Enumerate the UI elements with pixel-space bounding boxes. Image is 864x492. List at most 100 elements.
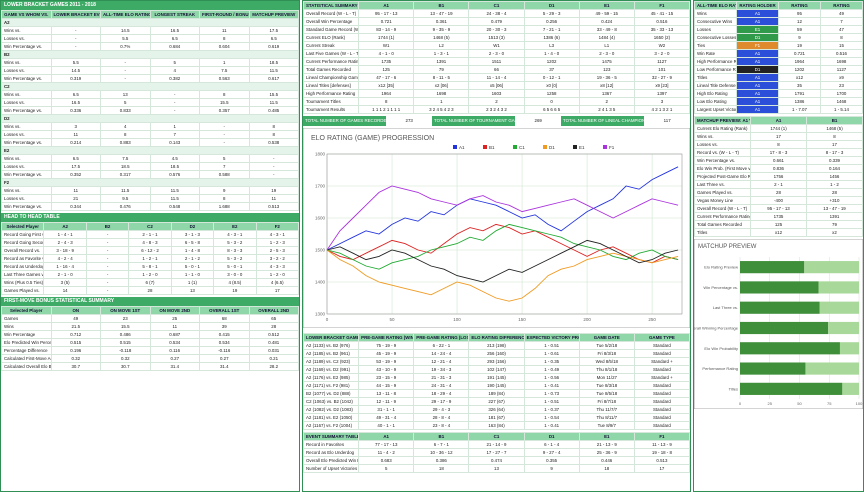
cell: 1698: [413, 89, 470, 98]
cell: Standard: [633, 365, 690, 374]
cell: 0.619: [248, 42, 299, 51]
cell: Titles: [694, 228, 751, 237]
header-cell: E1: [578, 1, 635, 10]
cell: 17: [806, 140, 863, 149]
row: Win Percentage vs. 0.214 0.883 0.143-0.538: [1, 138, 299, 147]
cell: 65: [248, 314, 299, 323]
header-cell: OVERALL 1ST: [199, 306, 250, 315]
cell: 23: [100, 314, 151, 323]
cell: 59: [778, 25, 821, 34]
cell: L1: [578, 41, 635, 50]
row: A2 (1189) vs. C2 (923) 53 - 19 - 9 12 - 21…: [303, 357, 690, 366]
cell: Thu 8/11/7: [578, 413, 635, 422]
cell: 49 - 59 - 15: [578, 9, 635, 18]
cell: Games Played vs.: [1, 286, 45, 295]
row: Wins vs. -14.5 16.5 11 17.5: [1, 26, 299, 35]
cell: 33 - 49 - 8: [578, 25, 635, 34]
row: C2: [1, 82, 299, 91]
cell: 43 - 10 - 9: [358, 365, 415, 374]
cell: 0 - 12 - 1: [523, 73, 580, 82]
cell: 8: [806, 132, 863, 141]
row: A2 (1171) vs. F2 (981) 44 - 15 - 9 24 - 31…: [303, 381, 690, 390]
cell: 14 - 24 - 4: [413, 349, 470, 358]
cell: 0.196: [50, 346, 101, 355]
row: Elo Predicted Win Percentage0.5150.5150.…: [1, 338, 299, 347]
cell: Thu 11/7/7: [578, 405, 635, 414]
cell: 11 - 14 - 4: [468, 73, 525, 82]
legend-swatch: [573, 145, 577, 149]
cell: 4: [100, 122, 151, 131]
cell: 3 - 2 - 0: [633, 49, 690, 58]
row: Win Percentage 0.712 0.486 0.687 0.415 0.512: [1, 330, 299, 339]
cell: Win Percentage vs.: [1, 42, 52, 51]
cell: 18: [578, 464, 635, 473]
cell: 1735: [750, 212, 807, 221]
cell: -: [85, 230, 130, 239]
cell: 6 - 22 - 1: [413, 341, 470, 350]
cell: 4 - 3 - 3: [255, 262, 299, 271]
cell: 11 - 13 - 9: [633, 440, 690, 449]
cell: 4 - 3 - 1: [213, 230, 257, 239]
cell: 0.479: [468, 17, 525, 26]
cell: 30.7: [50, 362, 101, 371]
cell: 1 - 0.73: [523, 389, 580, 398]
cell: 19 - 36 - 5: [578, 73, 635, 82]
cell: Lineal Titles [defenses]: [303, 81, 360, 90]
cell: x5 [06]: [468, 81, 525, 90]
cell: 6 (7): [128, 278, 172, 287]
total-value: 117: [645, 116, 690, 126]
cell: D2: [1, 114, 299, 123]
header-cell: B2: [85, 222, 130, 231]
bonus-panel: FIRST-MOVE BONUS STATISTICAL SUMMARY Sele…: [1, 297, 299, 371]
row: Wins (Plus 0.5 Ties) vs.3 (5)-6 (7)1 (1)…: [1, 278, 299, 287]
legend-swatch: [513, 145, 517, 149]
row: Calculated Overall Elo Bonus30.730.731.4…: [1, 362, 299, 371]
row: Win Percentage vs. 0.344 0.476 0.548 1.688 0.…: [1, 202, 299, 211]
header-cell: D1: [523, 1, 580, 10]
header-cell: LONGEST STREAK: [149, 10, 200, 19]
row: Projected Post-Game Elo Rating17561456: [694, 172, 863, 181]
cell: 0.476: [100, 202, 151, 211]
cell: W1: [468, 41, 525, 50]
cell: 49: [820, 9, 863, 18]
cell: Losses vs.: [694, 140, 751, 149]
cell: 13: [100, 90, 151, 99]
cell: 0.27: [199, 354, 250, 363]
cell: B2 (1077) vs. D2 (888): [303, 389, 360, 398]
header-row: STATISTICAL SUMMARY A1 B1 C1 D1 E1 F1: [303, 1, 690, 10]
cell: 12 - 21 - 4: [413, 357, 470, 366]
cell: 1 1 1 2 1 1 1 1: [358, 105, 415, 114]
cell: 0.7%: [100, 42, 151, 51]
cell: 0: [523, 97, 580, 106]
cell: 17 - 27 - 7: [468, 448, 525, 457]
bar: [740, 281, 819, 294]
cell: 0.21: [248, 354, 299, 363]
cell: 3 - 1 - 3: [170, 230, 215, 239]
cell: 13: [170, 286, 215, 295]
cell: 6.5: [149, 34, 200, 43]
cell: x2 [06]: [413, 81, 470, 90]
cell: 19 - 18 - 8: [633, 448, 690, 457]
cell: -: [248, 162, 299, 171]
cell: A2 (1171) vs. F2 (981): [303, 381, 360, 390]
header-cell: RATING: [778, 1, 821, 10]
bar: [740, 362, 806, 375]
cell: 0.474: [468, 456, 525, 465]
table: LOWER BRACKET GAMES EVENTSPRE-GAME RATIN…: [303, 333, 690, 430]
header-row: Selected Player ON ON MOVE 1ST ON MOVE 2ND O…: [1, 306, 299, 315]
row: A2 (1185) vs. B2 (961) 45 - 19 - 9 14 - 24…: [303, 349, 690, 358]
total-label: TOTAL NUMBER OF LINEAL CHAMPIONSHIP GAME…: [561, 116, 646, 126]
cell: 21: [50, 194, 101, 203]
cell: 5.5: [50, 58, 101, 67]
cell: 1698: [820, 57, 863, 66]
row: Titles A1 x12 x9: [694, 73, 863, 82]
cell: 1386 (6): [523, 33, 580, 42]
cell: 11.5: [248, 66, 299, 75]
cell: 2: [468, 97, 525, 106]
row: B2 (1077) vs. D2 (888) 13 - 11 - 8 18 - 29…: [303, 389, 690, 398]
cell: 1 - 0.54: [523, 413, 580, 422]
row: Losses E1 59 47: [694, 25, 863, 34]
x-tick-label: 0: [739, 401, 742, 406]
row: Largest Upset Victory (ELO)A11 - 7.071 -…: [694, 105, 863, 114]
x-tick-label: 200: [583, 317, 591, 322]
